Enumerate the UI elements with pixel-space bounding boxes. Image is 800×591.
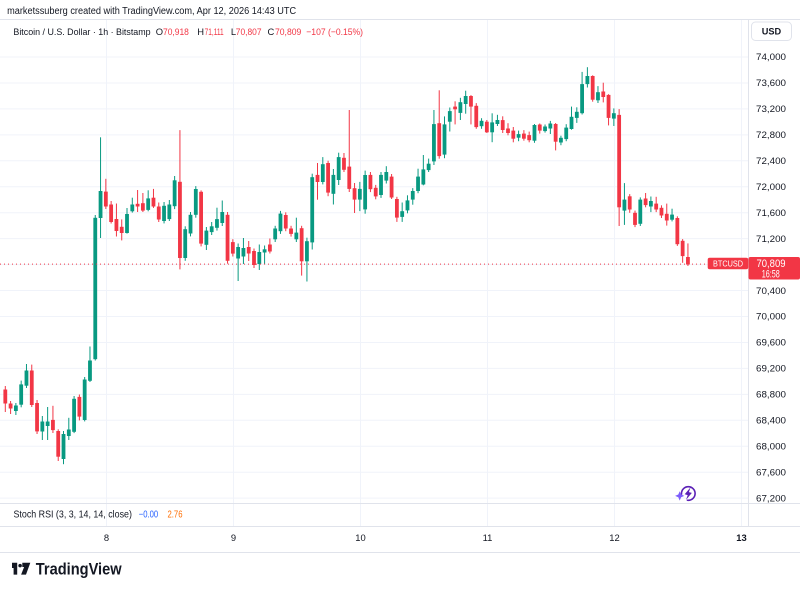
svg-text:69,200: 69,200: [756, 364, 786, 374]
svg-text:70,000: 70,000: [756, 312, 786, 322]
svg-text:70,807: 70,807: [236, 26, 262, 37]
svg-text:−107 (−0.15%): −107 (−0.15%): [306, 26, 363, 37]
svg-text:C: C: [268, 26, 275, 37]
svg-text:−0.00: −0.00: [139, 510, 159, 521]
svg-text:71,600: 71,600: [756, 208, 786, 218]
svg-text:67,600: 67,600: [756, 467, 786, 477]
svg-text:70,809: 70,809: [275, 26, 301, 37]
svg-text:70,809: 70,809: [757, 258, 786, 270]
svg-text:10: 10: [355, 532, 365, 543]
svg-text:68,000: 68,000: [756, 441, 786, 451]
svg-text:70,400: 70,400: [756, 286, 786, 296]
svg-text:12: 12: [609, 532, 619, 543]
svg-text:9: 9: [231, 532, 236, 543]
svg-text:72,400: 72,400: [756, 156, 786, 166]
svg-text:71,111: 71,111: [205, 26, 224, 37]
svg-text:73,200: 73,200: [756, 104, 786, 114]
svg-text:72,000: 72,000: [756, 182, 786, 192]
svg-text:marketssuberg created with Tra: marketssuberg created with TradingView.c…: [7, 6, 296, 17]
svg-text:L: L: [231, 26, 236, 37]
svg-text:71,200: 71,200: [756, 234, 786, 244]
svg-text:68,800: 68,800: [756, 390, 786, 400]
svg-text:BTCUSD: BTCUSD: [713, 259, 743, 269]
svg-text:Bitcoin / U.S. Dollar · 1h · B: Bitcoin / U.S. Dollar · 1h · Bitstamp: [13, 26, 150, 37]
svg-text:11: 11: [483, 532, 493, 543]
svg-text:Stoch RSI (3, 3, 14, 14, close: Stoch RSI (3, 3, 14, 14, close): [14, 510, 132, 521]
svg-text:72,800: 72,800: [756, 130, 786, 140]
svg-text:68,400: 68,400: [756, 416, 786, 426]
svg-text:H: H: [197, 26, 204, 37]
svg-text:69,600: 69,600: [756, 338, 786, 348]
svg-text:TradingView: TradingView: [36, 559, 122, 578]
svg-text:70,918: 70,918: [163, 26, 189, 37]
svg-text:2.76: 2.76: [168, 510, 183, 521]
svg-text:73,600: 73,600: [756, 78, 786, 88]
svg-text:74,000: 74,000: [756, 52, 786, 62]
svg-text:67,200: 67,200: [756, 493, 786, 503]
svg-text:O: O: [156, 26, 163, 37]
svg-text:16:58: 16:58: [762, 269, 780, 281]
svg-text:13: 13: [736, 532, 746, 543]
svg-text:USD: USD: [762, 26, 782, 36]
svg-text:8: 8: [104, 532, 109, 543]
